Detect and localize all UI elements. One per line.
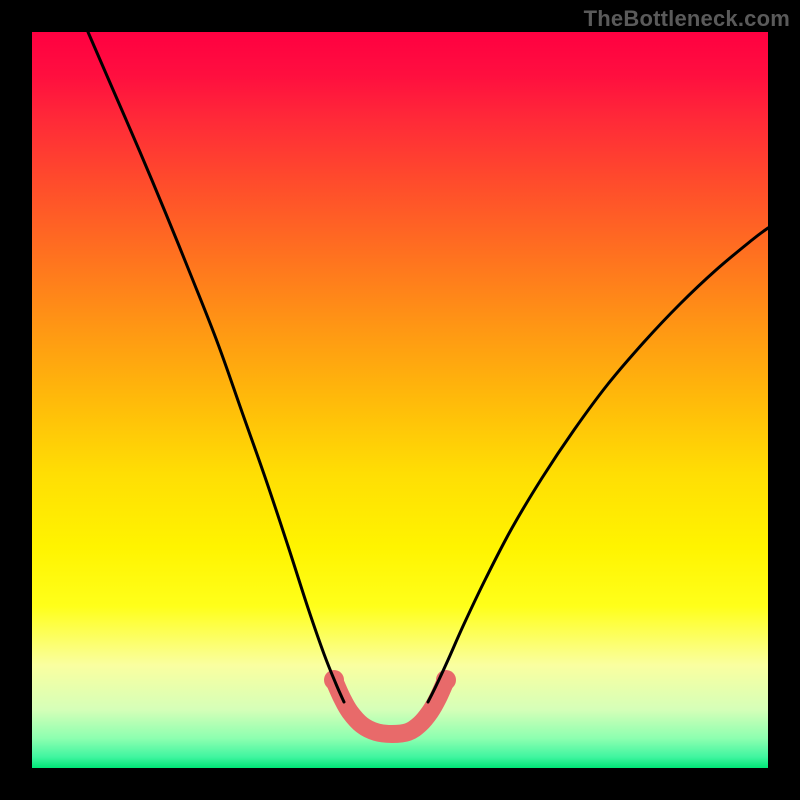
plot-area (32, 32, 768, 768)
chart-frame: TheBottleneck.com (0, 0, 800, 800)
curve-layer (32, 32, 768, 768)
watermark-text: TheBottleneck.com (584, 6, 790, 32)
v-curve-left (88, 32, 344, 702)
valley-highlight (334, 680, 446, 734)
v-curve-right (428, 228, 768, 702)
